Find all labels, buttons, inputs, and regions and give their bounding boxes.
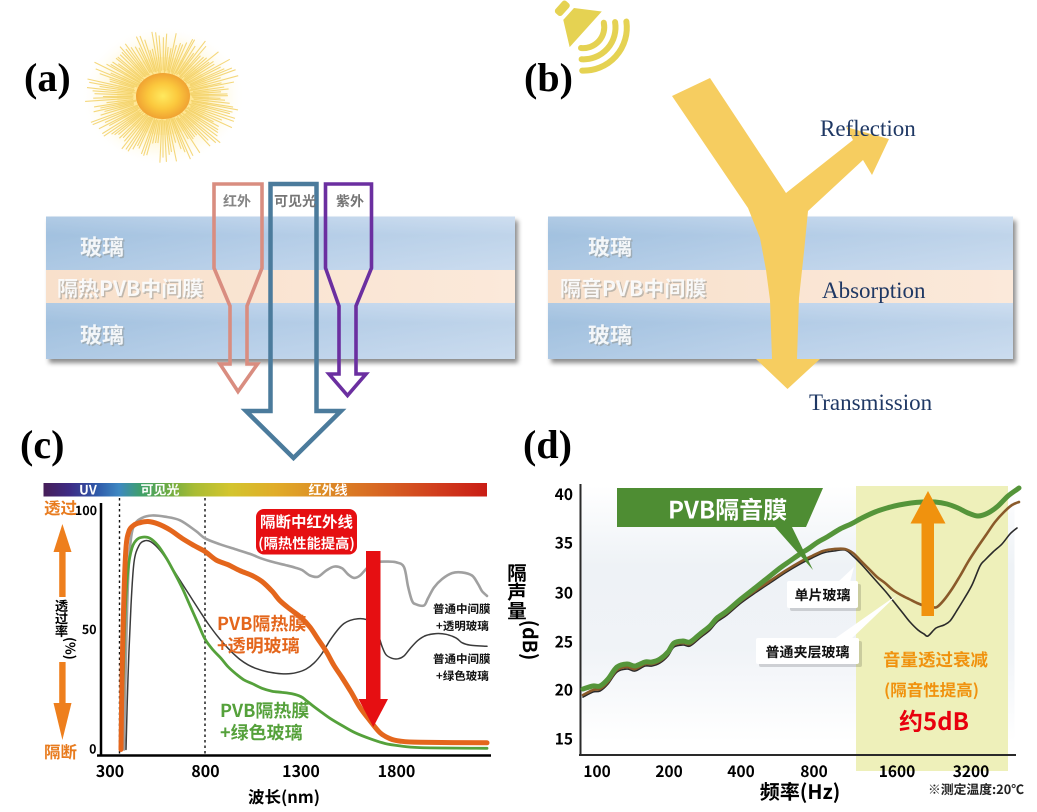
svg-text:(c): (c) — [20, 422, 64, 467]
svg-text:(a): (a) — [24, 55, 71, 100]
svg-text:Absorption: Absorption — [822, 278, 926, 303]
svg-text:(b): (b) — [524, 55, 573, 100]
svg-text:Reflection: Reflection — [820, 116, 916, 141]
svg-text:Transmission: Transmission — [809, 390, 933, 415]
svg-text:(d): (d) — [523, 422, 572, 467]
